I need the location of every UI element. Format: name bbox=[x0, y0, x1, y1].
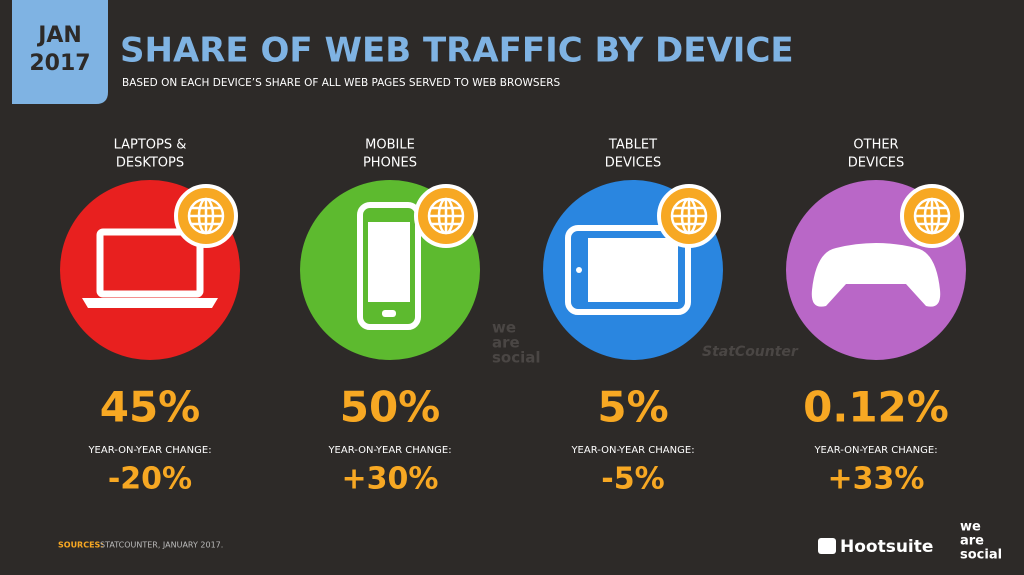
share: 50% bbox=[340, 383, 441, 432]
share: 45% bbox=[100, 383, 201, 432]
change: -20% bbox=[108, 462, 192, 497]
device-label: TABLET bbox=[608, 138, 657, 153]
phone-screen bbox=[368, 222, 410, 302]
change: -5% bbox=[601, 462, 664, 497]
globe-icon bbox=[657, 184, 721, 248]
laptop-icon bbox=[96, 228, 204, 298]
device-column: TABLET DEVICES 5% YEAR-ON-YEAR CHANGE: -… bbox=[543, 138, 723, 497]
change-label: YEAR-ON-YEAR CHANGE: bbox=[327, 445, 451, 456]
year: 2017 bbox=[29, 51, 90, 76]
tablet-screen bbox=[588, 238, 678, 302]
laptop-base bbox=[82, 298, 218, 308]
phone-button bbox=[382, 310, 396, 317]
tablet-button bbox=[576, 267, 582, 273]
watermark: we bbox=[492, 319, 516, 337]
we-are-social: we bbox=[960, 520, 981, 535]
device-label: PHONES bbox=[363, 156, 417, 171]
phone-icon bbox=[357, 202, 421, 330]
device-label: MOBILE bbox=[365, 138, 415, 153]
gamepad-icon bbox=[811, 243, 941, 307]
globe-icon bbox=[414, 184, 478, 248]
device-label: OTHER bbox=[853, 138, 898, 153]
change-label: YEAR-ON-YEAR CHANGE: bbox=[87, 445, 211, 456]
month: JAN bbox=[36, 23, 82, 48]
subtitle: BASED ON EACH DEVICE’S SHARE OF ALL WEB … bbox=[122, 77, 561, 89]
change-label: YEAR-ON-YEAR CHANGE: bbox=[813, 445, 937, 456]
share: 0.12% bbox=[803, 383, 949, 432]
date-badge bbox=[12, 0, 108, 104]
tablet-icon bbox=[565, 225, 691, 315]
watermark: are bbox=[492, 334, 520, 352]
device-label: DEVICES bbox=[605, 156, 662, 171]
globe-icon bbox=[174, 184, 238, 248]
device-label: LAPTOPS & bbox=[114, 138, 187, 153]
we-are-social: social bbox=[960, 548, 1002, 563]
device-column: LAPTOPS & DESKTOPS 45% YEAR-ON-YEAR CHAN… bbox=[60, 138, 240, 497]
device-label: DEVICES bbox=[848, 156, 905, 171]
watermark: social bbox=[492, 349, 541, 367]
watermark: StatCounter bbox=[702, 344, 799, 360]
change-label: YEAR-ON-YEAR CHANGE: bbox=[570, 445, 694, 456]
share: 5% bbox=[597, 383, 668, 432]
source: STATCOUNTER, JANUARY 2017. bbox=[100, 541, 223, 550]
device-label: DESKTOPS bbox=[116, 156, 184, 171]
we-are-social: are bbox=[960, 534, 984, 549]
change: +33% bbox=[828, 462, 925, 497]
source-key: SOURCES: bbox=[58, 541, 104, 550]
title: SHARE OF WEB TRAFFIC BY DEVICE bbox=[120, 31, 794, 71]
hootsuite: Hootsuite bbox=[840, 537, 933, 557]
hootsuite-logo bbox=[818, 538, 836, 554]
change: +30% bbox=[342, 462, 439, 497]
device-column: OTHER DEVICES 0.12% YEAR-ON-YEAR CHANGE:… bbox=[786, 138, 966, 497]
device-column: MOBILE PHONES 50% YEAR-ON-YEAR CHANGE: +… bbox=[300, 138, 480, 497]
globe-icon bbox=[900, 184, 964, 248]
